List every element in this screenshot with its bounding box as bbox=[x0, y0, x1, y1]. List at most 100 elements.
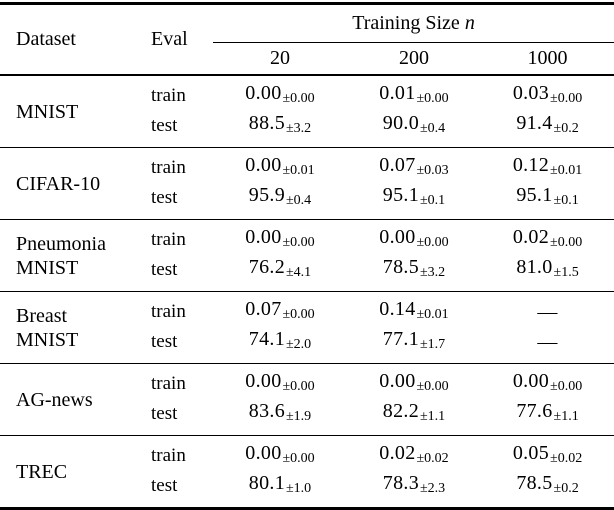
metric-std: ±0.2 bbox=[553, 481, 579, 496]
metric-mean: 0.14 bbox=[379, 298, 416, 320]
train-value-cell: 0.00±0.00 bbox=[213, 364, 347, 400]
test-value-cell: 80.1±1.0 bbox=[213, 471, 347, 509]
train-row: TREC train 0.00±0.00 0.02±0.02 0.05±0.02 bbox=[0, 436, 614, 483]
training-size-variable: n bbox=[464, 12, 475, 34]
metric-std: ±0.00 bbox=[282, 91, 315, 106]
train-value-cell: 0.00±0.01 bbox=[213, 148, 347, 184]
metric-mean: 78.3 bbox=[382, 472, 419, 494]
metric-std: ±0.1 bbox=[420, 193, 446, 208]
train-value-cell: — bbox=[481, 292, 614, 328]
col-header-size-200: 200 bbox=[399, 47, 429, 69]
metric-mean: 0.00 bbox=[379, 370, 416, 392]
metric-std: ±0.00 bbox=[282, 451, 315, 466]
eval-test-label: test bbox=[151, 403, 178, 424]
metric-mean: 0.02 bbox=[379, 442, 416, 464]
table-header: Dataset Eval Training Size n 20 200 1000 bbox=[0, 3, 614, 75]
dataset-cell: Pneumonia MNIST bbox=[0, 220, 148, 292]
metric-std: ±3.2 bbox=[286, 121, 312, 136]
dataset-name-line: Breast bbox=[16, 304, 68, 327]
train-value-cell: 0.07±0.00 bbox=[213, 292, 347, 328]
metric-std: ±1.9 bbox=[286, 409, 312, 424]
metric-mean: 0.07 bbox=[245, 298, 282, 320]
test-row: test 76.2±4.1 78.5±3.2 81.0±1.5 bbox=[0, 255, 614, 292]
metric-std: ±0.1 bbox=[553, 193, 579, 208]
test-row: test 74.1±2.0 77.1±1.7 — bbox=[0, 327, 614, 364]
col-header-size-1000: 1000 bbox=[527, 47, 568, 69]
metric-mean: 95.9 bbox=[248, 184, 285, 206]
train-value-cell: 0.07±0.03 bbox=[347, 148, 481, 184]
metric-std: ±0.01 bbox=[416, 307, 449, 322]
metric-std: ±4.1 bbox=[286, 265, 312, 280]
metric-std: ±2.0 bbox=[286, 337, 312, 352]
dataset-group: MNIST train 0.00±0.00 0.01±0.00 0.03±0.0… bbox=[0, 75, 614, 148]
dataset-cell: Breast MNIST bbox=[0, 292, 148, 364]
metric-mean: 0.00 bbox=[245, 82, 282, 104]
metric-mean: 0.00 bbox=[512, 370, 550, 392]
metric-mean: 0.03 bbox=[512, 82, 550, 104]
metric-std: ±0.2 bbox=[553, 121, 579, 136]
dataset-group: Pneumonia MNIST train 0.00±0.00 0.00±0.00… bbox=[0, 219, 614, 292]
dataset-group: CIFAR-10 train 0.00±0.01 0.07±0.03 0.12±… bbox=[0, 147, 614, 220]
test-value-cell: 95.9±0.4 bbox=[213, 183, 347, 220]
eval-test-label: test bbox=[151, 115, 178, 136]
test-value-cell: 78.5±3.2 bbox=[347, 255, 481, 292]
metric-mean: 81.0 bbox=[516, 256, 553, 278]
test-value-cell: 91.4±0.2 bbox=[481, 111, 614, 148]
metric-std: ±0.00 bbox=[416, 235, 449, 250]
metric-std: ±0.02 bbox=[550, 451, 583, 466]
metric-mean: 77.1 bbox=[382, 328, 419, 350]
test-row: test 95.9±0.4 95.1±0.1 95.1±0.1 bbox=[0, 183, 614, 220]
dataset-name-line: CIFAR-10 bbox=[16, 172, 101, 195]
test-value-cell: 78.5±0.2 bbox=[481, 471, 614, 509]
test-value-cell: 78.3±2.3 bbox=[347, 471, 481, 509]
metric-std: ±0.00 bbox=[416, 379, 449, 394]
metric-std: ±1.0 bbox=[286, 481, 312, 496]
col-header-eval: Eval bbox=[151, 28, 188, 50]
metric-std: ±1.7 bbox=[420, 337, 446, 352]
metric-mean: 0.00 bbox=[245, 442, 282, 464]
train-value-cell: 0.00±0.00 bbox=[213, 436, 347, 472]
train-value-cell: 0.02±0.02 bbox=[347, 436, 481, 472]
eval-train-label: train bbox=[151, 229, 186, 250]
metric-mean: 0.07 bbox=[379, 154, 416, 176]
metric-mean: 91.4 bbox=[516, 112, 553, 134]
dataset-group: AG-news train 0.00±0.00 0.00±0.00 0.00±0… bbox=[0, 363, 614, 436]
col-header-dataset: Dataset bbox=[16, 28, 76, 50]
metric-mean: 76.2 bbox=[248, 256, 285, 278]
dataset-name-line: MNIST bbox=[16, 256, 79, 279]
test-row: test 88.5±3.2 90.0±0.4 91.4±0.2 bbox=[0, 111, 614, 148]
metric-mean: 95.1 bbox=[382, 184, 419, 206]
metric-mean: 0.00 bbox=[379, 226, 416, 248]
test-value-cell: — bbox=[481, 327, 614, 364]
training-size-label: Training Size bbox=[352, 12, 460, 34]
test-value-cell: 95.1±0.1 bbox=[481, 183, 614, 220]
eval-test-label: test bbox=[151, 475, 178, 496]
metric-mean: 78.5 bbox=[382, 256, 419, 278]
test-value-cell: 90.0±0.4 bbox=[347, 111, 481, 148]
metric-mean: 0.00 bbox=[245, 370, 282, 392]
test-row: test 83.6±1.9 82.2±1.1 77.6±1.1 bbox=[0, 399, 614, 436]
test-value-cell: 82.2±1.1 bbox=[347, 399, 481, 436]
train-value-cell: 0.01±0.00 bbox=[347, 75, 481, 111]
metric-std: ±0.00 bbox=[550, 235, 583, 250]
metric-mean: 0.00 bbox=[245, 154, 282, 176]
metric-std: ±0.00 bbox=[282, 379, 315, 394]
metric-mean: 77.6 bbox=[516, 400, 553, 422]
metric-std: ±0.02 bbox=[416, 451, 449, 466]
metric-std: ±1.1 bbox=[420, 409, 446, 424]
dataset-cell: AG-news bbox=[0, 364, 148, 436]
metric-mean: 83.6 bbox=[248, 400, 285, 422]
test-value-cell: 95.1±0.1 bbox=[347, 183, 481, 220]
test-value-cell: 77.6±1.1 bbox=[481, 399, 614, 436]
metric-mean: 90.0 bbox=[382, 112, 419, 134]
dataset-cell: TREC bbox=[0, 436, 148, 509]
metric-std: ±0.01 bbox=[550, 163, 583, 178]
eval-train-label: train bbox=[151, 445, 186, 466]
test-value-cell: 76.2±4.1 bbox=[213, 255, 347, 292]
metric-mean: — bbox=[537, 301, 558, 323]
train-row: AG-news train 0.00±0.00 0.00±0.00 0.00±0… bbox=[0, 364, 614, 411]
metric-mean: 82.2 bbox=[382, 400, 419, 422]
metric-std: ±0.4 bbox=[420, 121, 446, 136]
